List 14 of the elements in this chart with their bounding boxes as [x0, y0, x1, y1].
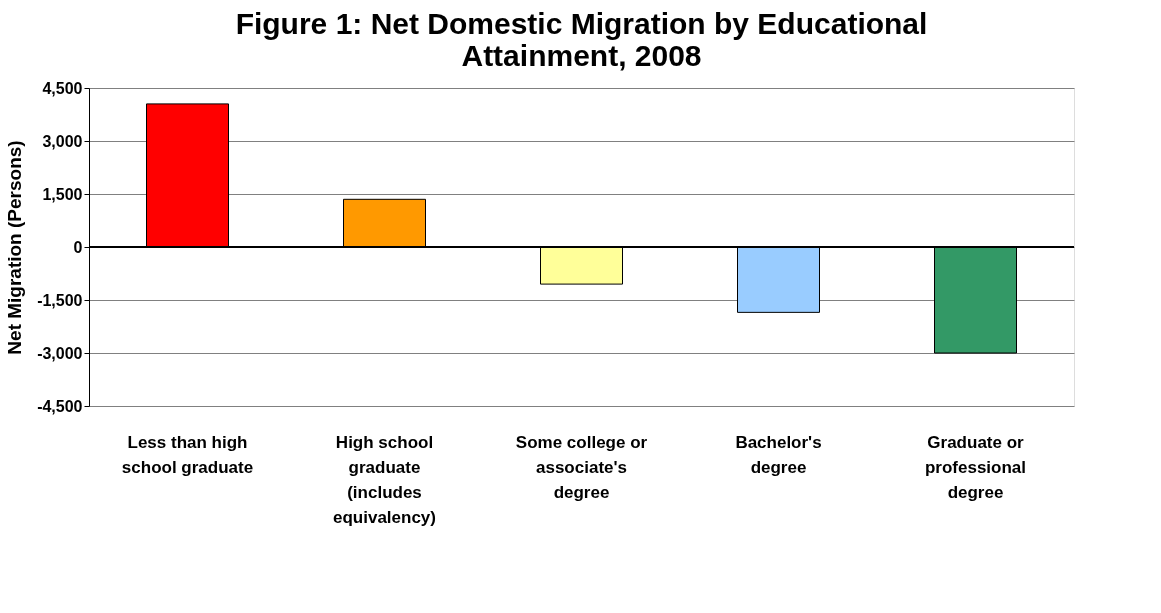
x-tick-label: Some college or associate's degree — [515, 432, 648, 502]
x-tick-label: Less than high school graduate — [121, 432, 254, 477]
y-tick-label: -3,000 — [37, 344, 83, 362]
y-tick-label: 3,000 — [42, 132, 83, 150]
x-tick-label: Graduate or professional degree — [924, 432, 1027, 502]
y-tick-label: 0 — [73, 238, 83, 256]
y-tick-label: -1,500 — [37, 291, 83, 309]
y-tick-label: 4,500 — [42, 79, 83, 97]
y-axis-title: Net Migration (Persons) — [4, 140, 26, 355]
x-tick-label: High school graduate (includes equivalency) — [333, 432, 436, 527]
chart-title: Figure 1: Net Domestic Migration by Educational Attainment, 2008 — [235, 7, 928, 72]
y-tick-label: -4,500 — [37, 397, 83, 415]
x-tick-label: Bachelor's degree — [735, 432, 822, 477]
y-tick-label: 1,500 — [42, 185, 83, 203]
